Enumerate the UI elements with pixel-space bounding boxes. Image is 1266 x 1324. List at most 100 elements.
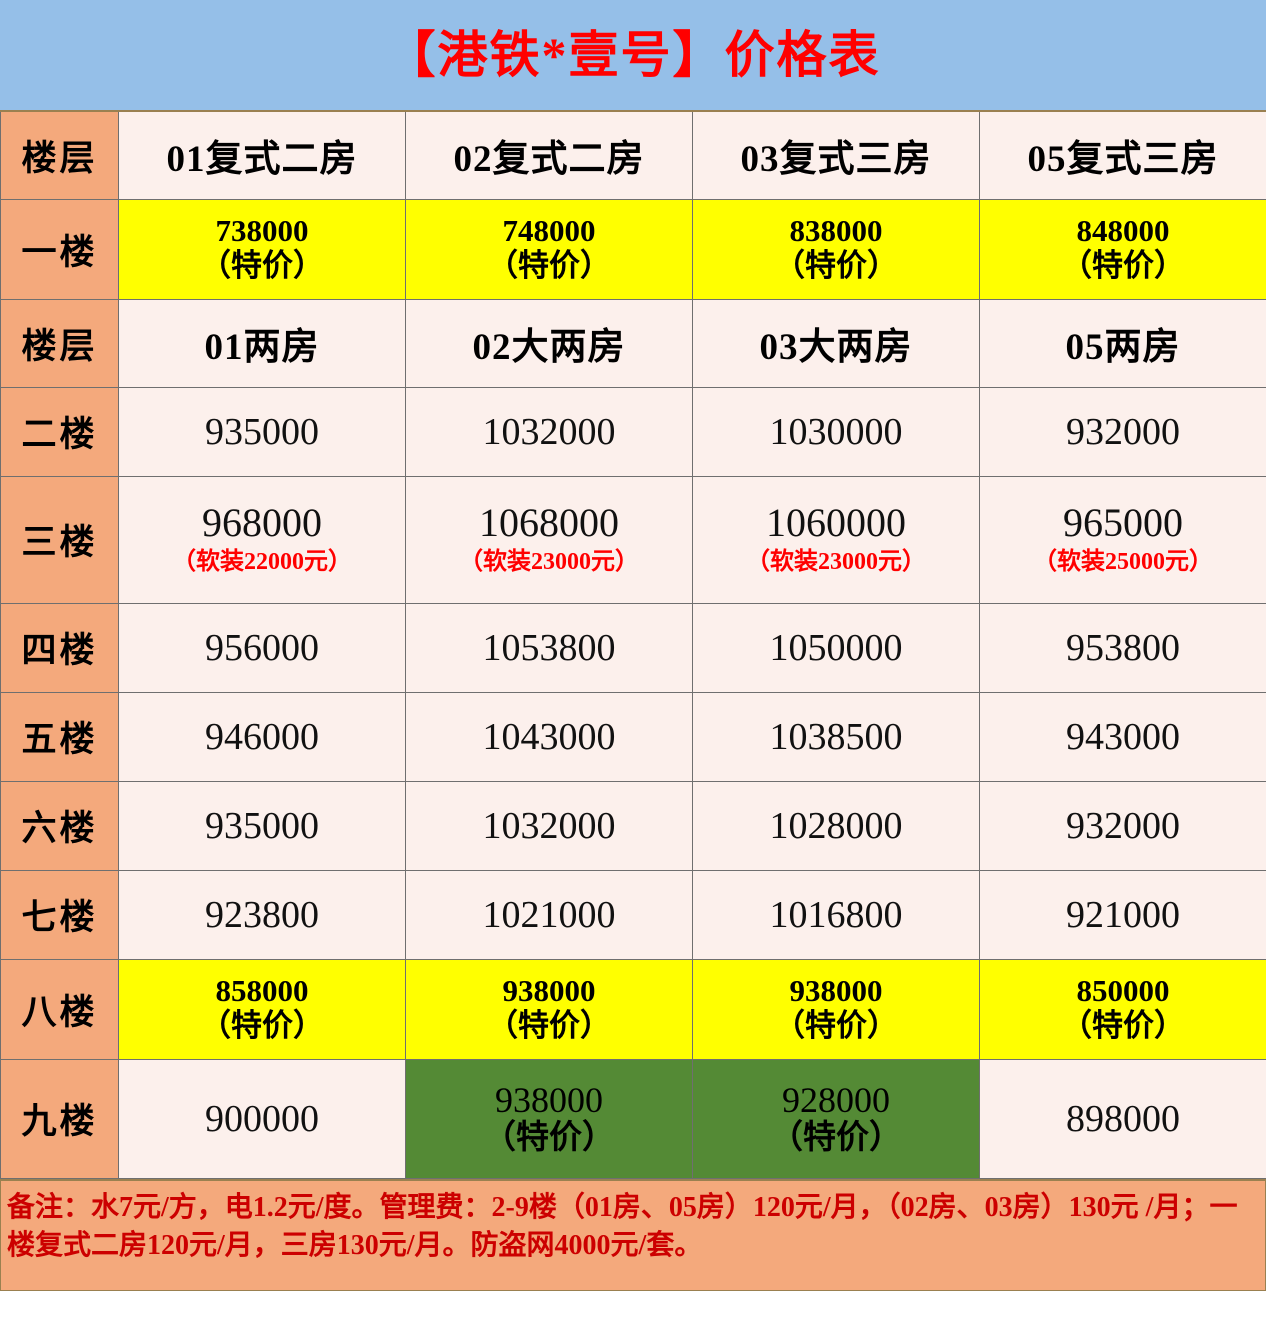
price-tag: （特价） [774, 248, 898, 283]
row-floor-label: 一楼 [0, 198, 119, 300]
table-row: 五楼 946000 1043000 1038500 943000 [0, 691, 1266, 782]
price-cell: 938000 （特价） [405, 1058, 693, 1179]
price-value: 1060000 [766, 500, 906, 546]
table-row: 七楼 923800 1021000 1016800 921000 [0, 869, 1266, 960]
price-cell: 1050000 [692, 602, 980, 693]
row-floor-label: 八楼 [0, 958, 119, 1060]
price-tag: （特价） [1061, 1008, 1185, 1043]
price-cell: 1038500 [692, 691, 980, 782]
price-cell: 923800 [118, 869, 406, 960]
price-value: 938000 [502, 973, 596, 1009]
price-cell: 900000 [118, 1058, 406, 1179]
page-title: 【港铁*壹号】价格表 [385, 27, 881, 83]
header-unit-flat-03: 03大两房 [692, 298, 980, 388]
price-tag: （特价） [487, 248, 611, 283]
table-row: 二楼 935000 1032000 1030000 932000 [0, 386, 1266, 477]
price-cell: 935000 [118, 386, 406, 477]
price-value: 858000 [215, 973, 309, 1009]
price-cell: 932000 [979, 780, 1266, 871]
price-cell: 1043000 [405, 691, 693, 782]
header-unit-duplex-02: 02复式二房 [405, 110, 693, 200]
price-tag: （特价） [483, 1120, 615, 1157]
price-value: 738000 [215, 213, 309, 249]
table-row: 九楼 900000 938000 （特价） 928000 （特价） 898000 [0, 1058, 1266, 1179]
price-cell: 956000 [118, 602, 406, 693]
price-value: 938000 [495, 1079, 603, 1120]
header-unit-duplex-01: 01复式二房 [118, 110, 406, 200]
table-row: 三楼 968000 （软装22000元） 1068000 （软装23000元） [0, 475, 1266, 604]
price-cell: 1060000 （软装23000元） [692, 475, 980, 604]
price-cell: 1030000 [692, 386, 980, 477]
header-unit-flat-02: 02大两房 [405, 298, 693, 388]
price-cell: 848000 （特价） [979, 198, 1266, 300]
price-value: 748000 [502, 213, 596, 249]
soft-decoration-note: （软装22000元） [172, 549, 352, 576]
row-floor-label: 三楼 [0, 475, 119, 604]
price-cell: 738000 （特价） [118, 198, 406, 300]
price-value: 848000 [1076, 213, 1170, 249]
price-cell: 858000 （特价） [118, 958, 406, 1060]
price-tag: （特价） [1061, 248, 1185, 283]
table-header-row-duplex: 楼层 01复式二房 02复式二房 03复式三房 05复式三房 [0, 110, 1266, 200]
soft-decoration-note: （软装23000元） [746, 549, 926, 576]
header-unit-flat-01: 01两房 [118, 298, 406, 388]
price-cell: 748000 （特价） [405, 198, 693, 300]
row-floor-label: 七楼 [0, 869, 119, 960]
price-value: 928000 [782, 1079, 890, 1120]
price-value: 938000 [789, 973, 883, 1009]
price-tag: （特价） [487, 1008, 611, 1043]
price-tag: （特价） [770, 1120, 902, 1157]
price-cell: 850000 （特价） [979, 958, 1266, 1060]
price-cell: 928000 （特价） [692, 1058, 980, 1179]
row-floor-label: 六楼 [0, 780, 119, 871]
row-floor-label: 二楼 [0, 386, 119, 477]
row-floor-label: 九楼 [0, 1058, 119, 1179]
table-row: 八楼 858000 （特价） 938000 （特价） 938000 [0, 958, 1266, 1060]
price-cell: 1028000 [692, 780, 980, 871]
header-unit-flat-05: 05两房 [979, 298, 1266, 388]
price-cell: 1021000 [405, 869, 693, 960]
price-cell: 946000 [118, 691, 406, 782]
table-row: 四楼 956000 1053800 1050000 953800 [0, 602, 1266, 693]
price-cell: 968000 （软装22000元） [118, 475, 406, 604]
header-unit-duplex-05: 05复式三房 [979, 110, 1266, 200]
price-cell: 938000 （特价） [692, 958, 980, 1060]
price-table-body: 楼层 01复式二房 02复式二房 03复式三房 05复式三房 一楼 738000… [0, 110, 1266, 1179]
soft-decoration-note: （软装25000元） [1033, 549, 1213, 576]
table-row: 一楼 738000 （特价） 748000 （特价） 838000 [0, 198, 1266, 300]
price-tag: （特价） [200, 248, 324, 283]
price-value: 850000 [1076, 973, 1170, 1009]
price-cell: 1016800 [692, 869, 980, 960]
soft-decoration-note: （软装23000元） [459, 549, 639, 576]
price-cell: 965000 （软装25000元） [979, 475, 1266, 604]
header-unit-duplex-03: 03复式三房 [692, 110, 980, 200]
row-floor-label: 四楼 [0, 602, 119, 693]
price-tag: （特价） [774, 1008, 898, 1043]
price-cell: 953800 [979, 602, 1266, 693]
price-cell: 943000 [979, 691, 1266, 782]
price-value: 838000 [789, 213, 883, 249]
price-cell: 1068000 （软装23000元） [405, 475, 693, 604]
footer-remark: 备注：水7元/方，电1.2元/度。管理费：2-9楼（01房、05房）120元/月… [0, 1178, 1266, 1291]
price-table: 楼层 01复式二房 02复式二房 03复式三房 05复式三房 一楼 738000… [0, 110, 1266, 1179]
price-tag: （特价） [200, 1008, 324, 1043]
row-floor-label: 五楼 [0, 691, 119, 782]
price-cell: 932000 [979, 386, 1266, 477]
table-row: 六楼 935000 1032000 1028000 932000 [0, 780, 1266, 871]
price-cell: 898000 [979, 1058, 1266, 1179]
price-cell: 1053800 [405, 602, 693, 693]
price-cell: 935000 [118, 780, 406, 871]
header-floor-label: 楼层 [0, 110, 119, 200]
price-cell: 921000 [979, 869, 1266, 960]
price-cell: 1032000 [405, 386, 693, 477]
price-value: 1068000 [479, 500, 619, 546]
price-cell: 838000 （特价） [692, 198, 980, 300]
price-value: 968000 [202, 500, 322, 546]
header-floor-label-2: 楼层 [0, 298, 119, 388]
title-banner: 【港铁*壹号】价格表 [0, 0, 1266, 110]
price-value: 965000 [1063, 500, 1183, 546]
table-header-row-flats: 楼层 01两房 02大两房 03大两房 05两房 [0, 298, 1266, 388]
price-cell: 938000 （特价） [405, 958, 693, 1060]
price-cell: 1032000 [405, 780, 693, 871]
